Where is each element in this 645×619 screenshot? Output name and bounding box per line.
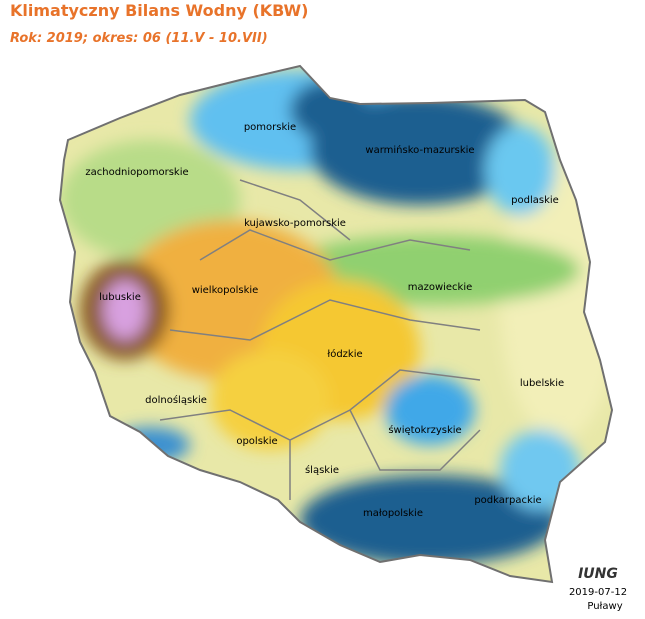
logo: IUNG	[578, 566, 618, 582]
region-label: wielkopolskie	[192, 285, 259, 296]
region-label: świętokrzyskie	[388, 424, 461, 436]
region-label: pomorskie	[244, 122, 296, 133]
region-label: mazowieckie	[408, 282, 473, 293]
region-label: łódzkie	[327, 348, 362, 360]
title: Klimatyczny Bilans Wodny (KBW)	[10, 1, 308, 20]
region-label: podlaskie	[511, 195, 559, 206]
region-labels: pomorskie warmińsko-mazurskie zachodniopom…	[85, 122, 564, 519]
region-label: opolskie	[236, 436, 277, 447]
region-label: lubuskie	[99, 292, 141, 303]
region-label: zachodniopomorskie	[85, 167, 188, 178]
region-label: śląskie	[305, 464, 339, 476]
date: 2019-07-12	[569, 587, 627, 598]
region-label: kujawsko-pomorskie	[244, 218, 346, 229]
region-label: małopolskie	[363, 508, 423, 519]
region-label: podkarpackie	[474, 495, 541, 506]
region-label: warmińsko-mazurskie	[365, 144, 474, 156]
subtitle: Rok: 2019; okres: 06 (11.V - 10.VII)	[10, 31, 268, 46]
region-label: dolnośląskie	[145, 394, 207, 406]
place: Puławy	[587, 601, 622, 612]
region-label: lubelskie	[520, 378, 564, 389]
